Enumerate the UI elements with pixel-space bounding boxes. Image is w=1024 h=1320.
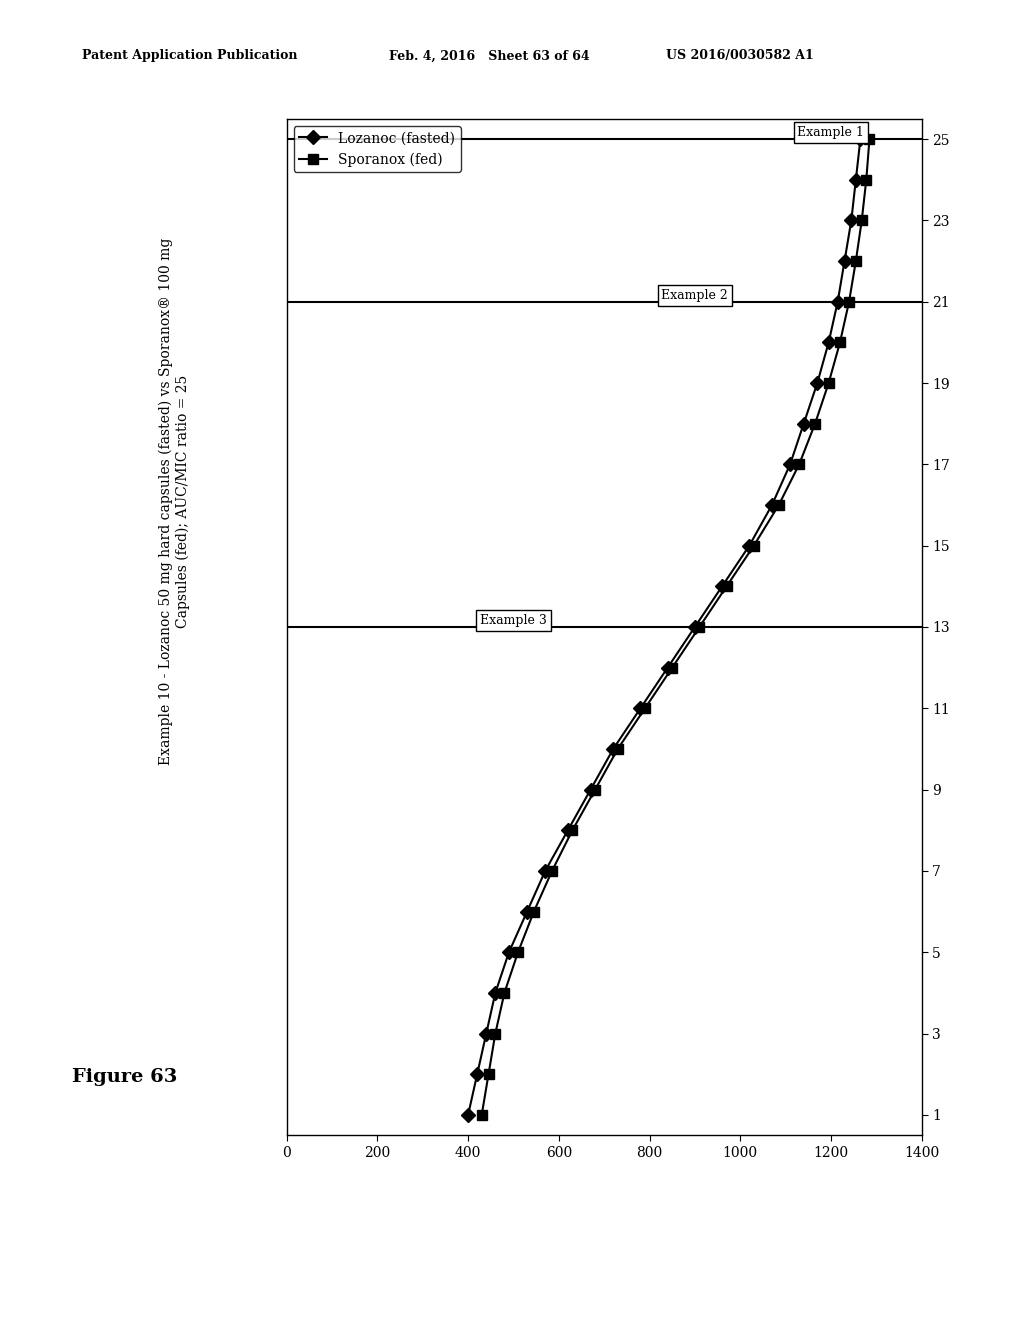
Text: Example 1: Example 1 xyxy=(798,127,864,139)
Sporanox (fed) xyxy=(863,131,876,147)
Lozanoc (fasted) xyxy=(480,1026,493,1041)
Lozanoc (fasted) xyxy=(798,416,810,432)
Sporanox (fed) xyxy=(856,213,868,228)
Lozanoc (fasted) xyxy=(845,213,857,228)
Sporanox (fed) xyxy=(589,781,601,797)
Lozanoc (fasted) xyxy=(766,498,778,513)
Lozanoc (fasted) xyxy=(503,944,515,960)
Lozanoc (fasted) xyxy=(850,172,862,187)
Sporanox (fed) xyxy=(693,619,706,635)
Lozanoc (fasted) xyxy=(539,863,551,879)
Sporanox (fed) xyxy=(499,985,511,1001)
Lozanoc (fasted) xyxy=(839,253,851,269)
Lozanoc (fasted) xyxy=(689,619,701,635)
Legend: Lozanoc (fasted), Sporanox (fed): Lozanoc (fasted), Sporanox (fed) xyxy=(294,125,461,172)
Lozanoc (fasted) xyxy=(854,131,866,147)
Text: Feb. 4, 2016   Sheet 63 of 64: Feb. 4, 2016 Sheet 63 of 64 xyxy=(389,49,590,62)
Text: US 2016/0030582 A1: US 2016/0030582 A1 xyxy=(666,49,813,62)
Lozanoc (fasted) xyxy=(662,660,674,676)
Lozanoc (fasted) xyxy=(743,537,756,553)
Sporanox (fed) xyxy=(489,1026,502,1041)
Lozanoc (fasted) xyxy=(831,294,844,310)
Sporanox (fed) xyxy=(843,294,855,310)
Lozanoc (fasted) xyxy=(585,781,597,797)
Sporanox (fed) xyxy=(611,741,624,756)
Lozanoc (fasted) xyxy=(634,701,646,717)
Text: Figure 63: Figure 63 xyxy=(72,1068,177,1086)
Sporanox (fed) xyxy=(834,334,846,350)
Sporanox (fed) xyxy=(772,498,784,513)
Lozanoc (fasted) xyxy=(607,741,620,756)
Sporanox (fed) xyxy=(546,863,558,879)
Text: Example 3: Example 3 xyxy=(480,614,547,627)
Text: Example 2: Example 2 xyxy=(662,289,728,302)
Sporanox (fed) xyxy=(475,1107,487,1123)
Sporanox (fed) xyxy=(666,660,678,676)
Lozanoc (fasted) xyxy=(489,985,502,1001)
Sporanox (fed) xyxy=(793,457,805,473)
Sporanox (fed) xyxy=(482,1067,495,1082)
Line: Lozanoc (fasted): Lozanoc (fasted) xyxy=(463,135,865,1119)
Lozanoc (fasted) xyxy=(562,822,574,838)
Sporanox (fed) xyxy=(527,904,540,920)
Text: Patent Application Publication: Patent Application Publication xyxy=(82,49,297,62)
Lozanoc (fasted) xyxy=(471,1067,483,1082)
Lozanoc (fasted) xyxy=(822,334,835,350)
Sporanox (fed) xyxy=(809,416,821,432)
Sporanox (fed) xyxy=(850,253,862,269)
Sporanox (fed) xyxy=(822,375,835,391)
Sporanox (fed) xyxy=(566,822,579,838)
Lozanoc (fasted) xyxy=(462,1107,474,1123)
Lozanoc (fasted) xyxy=(521,904,534,920)
Line: Sporanox (fed): Sporanox (fed) xyxy=(477,135,874,1119)
Lozanoc (fasted) xyxy=(784,457,797,473)
Sporanox (fed) xyxy=(512,944,524,960)
Sporanox (fed) xyxy=(748,537,760,553)
Lozanoc (fasted) xyxy=(811,375,823,391)
Lozanoc (fasted) xyxy=(716,578,728,594)
Sporanox (fed) xyxy=(639,701,651,717)
Text: Example 10 - Lozanoc 50 mg hard capsules (fasted) vs Sporanox® 100 mg
Capsules (: Example 10 - Lozanoc 50 mg hard capsules… xyxy=(159,238,189,766)
Sporanox (fed) xyxy=(721,578,733,594)
Sporanox (fed) xyxy=(860,172,872,187)
